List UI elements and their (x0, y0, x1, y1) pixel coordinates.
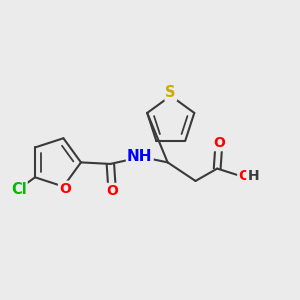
Text: H: H (247, 169, 259, 183)
Text: O: O (59, 182, 71, 196)
Text: Cl: Cl (11, 182, 27, 196)
Text: NH: NH (127, 149, 152, 164)
Text: S: S (166, 85, 176, 100)
Text: O: O (213, 136, 225, 150)
Text: O: O (238, 169, 250, 183)
Text: O: O (106, 184, 118, 198)
